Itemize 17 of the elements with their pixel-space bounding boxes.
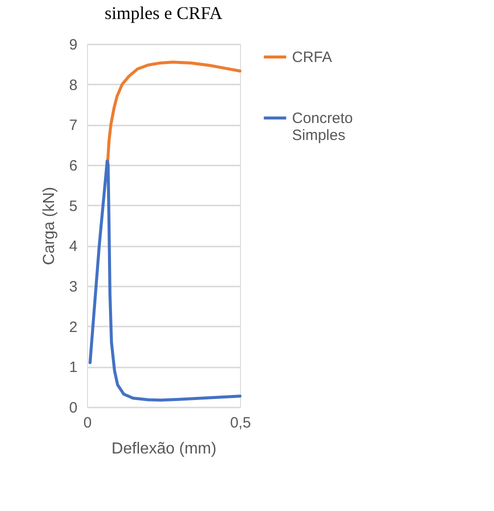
y-tick-label: 4 (69, 238, 78, 256)
y-tick-label: 9 (69, 36, 78, 54)
x-axis-title: Deflexão (mm) (112, 440, 216, 458)
legend-label: CRFA (292, 49, 332, 66)
y-tick-label: 5 (69, 198, 78, 215)
legend-label: Concreto Simples (292, 110, 353, 144)
y-tick-label: 8 (69, 76, 78, 94)
y-tick-label: 6 (69, 158, 78, 174)
chart-title: simples e CRFA (104, 3, 222, 23)
y-tick-label: 0 (69, 400, 78, 416)
x-tick-label: 0,5 (230, 414, 251, 432)
y-tick-label: 2 (69, 318, 78, 336)
y-tick-label: 1 (69, 359, 78, 376)
y-axis-title: Carga (kN) (41, 186, 58, 266)
y-tick-label: 7 (69, 117, 78, 134)
line-series (88, 159, 242, 402)
y-tick-label: 3 (69, 278, 78, 296)
